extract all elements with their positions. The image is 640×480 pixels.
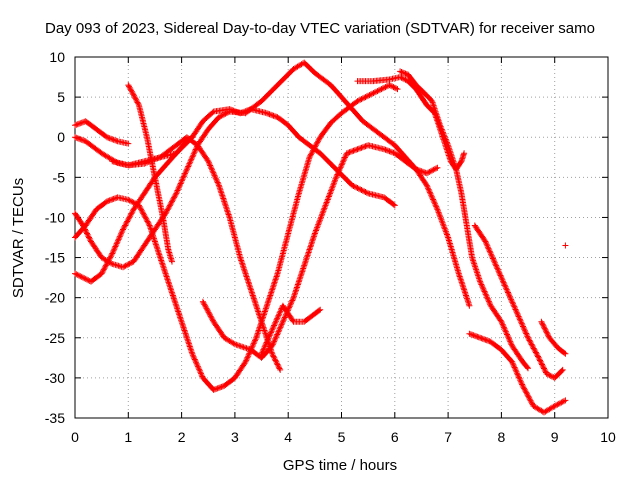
data-marker-plus <box>72 134 196 285</box>
data-marker-plus <box>466 330 569 416</box>
y-tick-label: -20 <box>45 290 65 306</box>
x-tick-label: 8 <box>498 429 506 445</box>
data-marker-plus <box>538 318 569 357</box>
y-tick-label: -30 <box>45 370 65 386</box>
x-tick-label: 9 <box>551 429 559 445</box>
y-tick-label: -35 <box>45 410 65 426</box>
data-track-9 <box>258 302 324 357</box>
x-axis-label: GPS time / hours <box>283 457 397 474</box>
x-tick-label: 1 <box>124 429 132 445</box>
x-tick-label: 4 <box>284 429 292 445</box>
data-track-7 <box>72 134 196 285</box>
data-marker-plus <box>72 134 284 373</box>
y-axis-label: SDTVAR / TECUs <box>10 178 27 298</box>
chart-grid <box>75 57 608 418</box>
data-track-6 <box>72 82 401 393</box>
data-marker-plus <box>258 302 324 357</box>
data-marker-plus <box>471 222 566 381</box>
chart-title: Day 093 of 2023, Sidereal Day-to-day VTE… <box>45 20 595 37</box>
data-track-4 <box>125 82 175 265</box>
y-tick-label: 0 <box>57 129 65 145</box>
data-track-2 <box>72 134 284 373</box>
y-tick-label: 10 <box>49 49 65 65</box>
data-track-11 <box>397 68 531 372</box>
data-track-12 <box>471 222 566 381</box>
y-tick-label: 5 <box>57 89 65 105</box>
x-tick-label: 3 <box>231 429 239 445</box>
data-marker-plus <box>72 82 401 393</box>
data-marker-plus <box>397 68 531 372</box>
data-track-13 <box>466 330 569 416</box>
data-marker-plus <box>72 118 132 147</box>
x-tick-label: 0 <box>71 429 79 445</box>
y-tick-label: -10 <box>45 209 65 225</box>
x-tick-label: 6 <box>391 429 399 445</box>
y-tick-label: -5 <box>53 169 66 185</box>
data-marks <box>72 59 569 416</box>
data-track-14 <box>538 318 569 357</box>
data-marker-plus <box>562 242 569 249</box>
x-tick-label: 5 <box>338 429 346 445</box>
axis-ticks: 0 1 2 3 4 5 6 7 8 9 10 -35 -30 -25 -20 -15 -10 -5 0 5 10 <box>45 49 616 445</box>
x-tick-label: 2 <box>178 429 186 445</box>
y-tick-label: -15 <box>45 250 65 266</box>
data-track-1 <box>72 118 132 147</box>
x-tick-label: 10 <box>600 429 616 445</box>
data-marker-plus <box>125 82 175 265</box>
data-track-15 <box>562 242 569 249</box>
y-tick-label: -25 <box>45 330 65 346</box>
x-tick-label: 7 <box>444 429 452 445</box>
